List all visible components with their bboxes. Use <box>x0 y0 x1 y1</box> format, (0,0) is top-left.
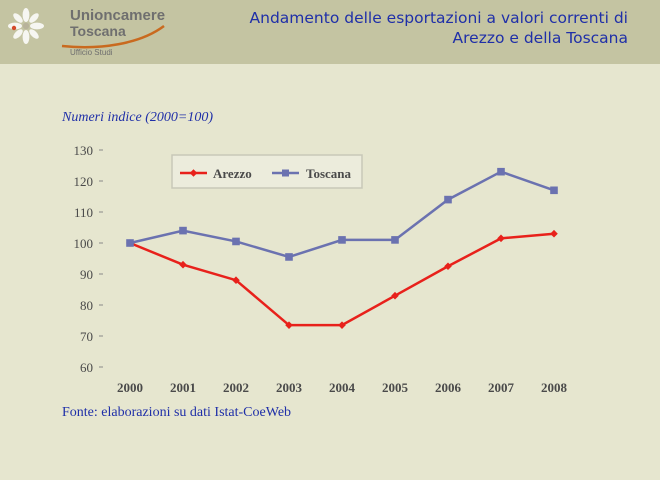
page-title: Andamento delle esportazioni a valori co… <box>249 9 628 47</box>
brand-name: Unioncamere <box>70 7 166 24</box>
data-point-arezzo <box>232 276 240 284</box>
x-tick-label: 2003 <box>276 380 303 395</box>
legend-label-toscana: Toscana <box>306 166 352 181</box>
line-chart: 60 70 80 90 100 110 120 130 2000 2001 2002 2003 2004… <box>74 143 568 395</box>
y-tick-label: 80 <box>80 298 93 313</box>
legend-marker-toscana <box>282 169 289 177</box>
brand-region: Toscana <box>70 23 126 39</box>
header-band: Unioncamere Toscana Ufficio Studi Andame… <box>0 0 660 64</box>
data-point-arezzo <box>497 234 505 243</box>
y-tick-label: 130 <box>74 143 94 158</box>
data-point-arezzo <box>285 321 293 329</box>
legend-label-arezzo: Arezzo <box>213 166 252 181</box>
brand-office: Ufficio Studi <box>70 48 113 57</box>
y-tick-label: 110 <box>74 205 93 220</box>
legend-marker-arezzo <box>189 169 198 177</box>
x-tick-label: 2008 <box>541 380 568 395</box>
data-point-arezzo <box>338 321 346 329</box>
x-tick-label: 2007 <box>488 380 515 395</box>
data-point-toscana <box>391 236 399 244</box>
data-point-toscana <box>126 239 134 247</box>
series-line-arezzo <box>129 232 555 327</box>
chart-subtitle: Numeri indice (2000=100) <box>62 110 213 125</box>
legend-box <box>171 154 363 189</box>
x-tick-label: 2006 <box>435 380 462 395</box>
data-point-arezzo <box>391 291 399 300</box>
data-point-toscana <box>232 237 240 246</box>
source-note: Fonte: elaborazioni su dati Istat-CoeWeb <box>62 405 292 420</box>
y-tick-label: 90 <box>80 267 93 282</box>
unioncamere-logo-icon <box>8 8 44 44</box>
y-tick-label: 100 <box>74 236 94 251</box>
data-point-toscana <box>179 226 187 235</box>
y-tick-label: 70 <box>80 329 93 344</box>
data-point-arezzo <box>550 229 558 238</box>
data-point-arezzo <box>444 262 452 271</box>
data-point-arezzo <box>179 260 187 269</box>
data-point-toscana <box>338 236 346 244</box>
x-tick-label: 2001 <box>170 380 196 395</box>
y-tick-label: 60 <box>80 360 93 375</box>
data-point-toscana <box>497 167 505 176</box>
x-tick-label: 2002 <box>223 380 249 395</box>
y-tick-label: 120 <box>74 174 94 189</box>
x-tick-label: 2005 <box>382 380 409 395</box>
x-tick-label: 2004 <box>329 380 356 395</box>
logo-swoosh-icon <box>61 24 165 49</box>
x-tick-label: 2000 <box>117 380 143 395</box>
data-point-toscana <box>444 195 452 204</box>
data-point-toscana <box>285 253 293 261</box>
data-point-toscana <box>550 186 558 195</box>
